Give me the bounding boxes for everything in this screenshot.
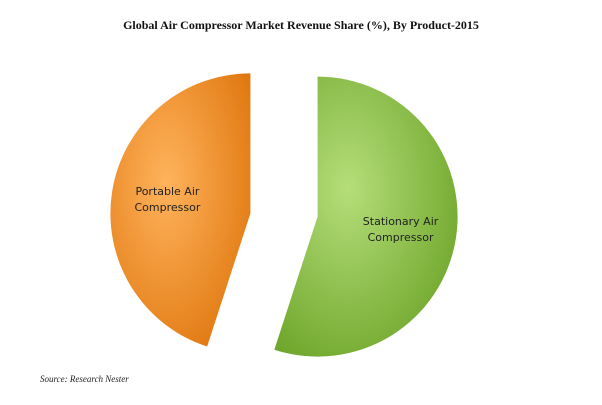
pie-slice	[274, 76, 458, 357]
slice-label: Portable Air Compressor	[134, 185, 201, 215]
source-note: Source: Research Nester	[40, 374, 129, 384]
pie-slice	[110, 73, 251, 347]
chart-title: Global Air Compressor Market Revenue Sha…	[123, 18, 479, 32]
slice-label: Stationary Air Compressor	[362, 214, 439, 244]
